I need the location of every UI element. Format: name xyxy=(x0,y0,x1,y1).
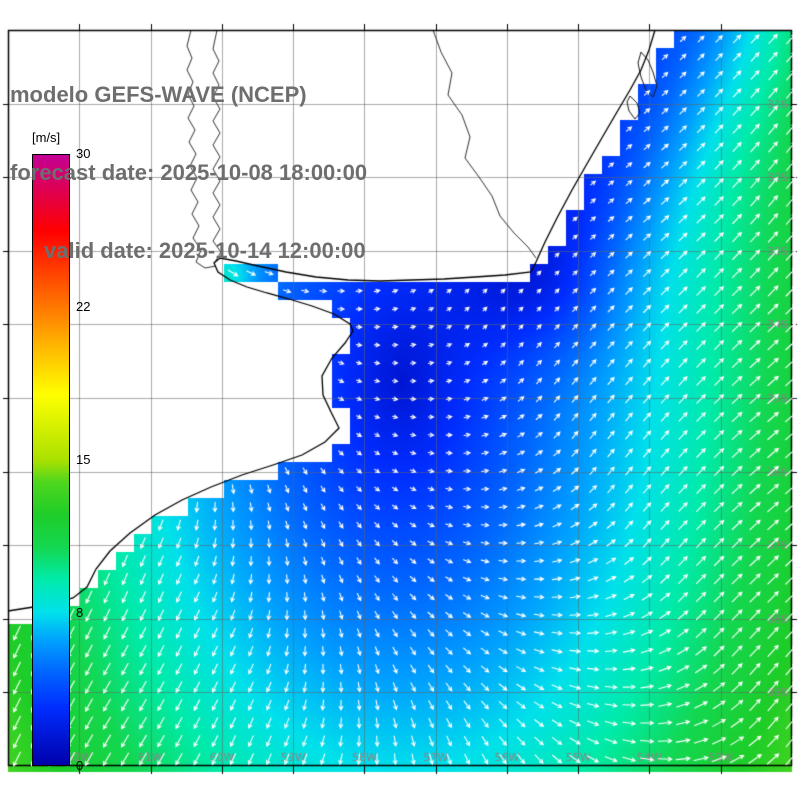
colorbar-tick-0: 0 xyxy=(76,758,84,773)
colorbar-unit-label: [m/s] xyxy=(32,130,61,145)
colorbar-tick-30: 30 xyxy=(76,146,91,161)
valid-date-line: valid date: 2025-10-14 12:00:00 xyxy=(44,238,366,263)
title-block: modelo GEFS-WAVE (NCEP) forecast date: 2… xyxy=(10,30,367,316)
colorbar: [m/s] 30 22 15 8 0 xyxy=(28,130,128,780)
colorbar-gradient xyxy=(32,154,70,766)
colorbar-tick-8: 8 xyxy=(76,605,84,620)
colorbar-tick-15: 15 xyxy=(76,452,91,467)
forecast-date-line: forecast date: 2025-10-08 18:00:00 xyxy=(10,160,368,185)
colorbar-tick-22: 22 xyxy=(76,299,91,314)
model-title: modelo GEFS-WAVE (NCEP) xyxy=(10,82,307,107)
